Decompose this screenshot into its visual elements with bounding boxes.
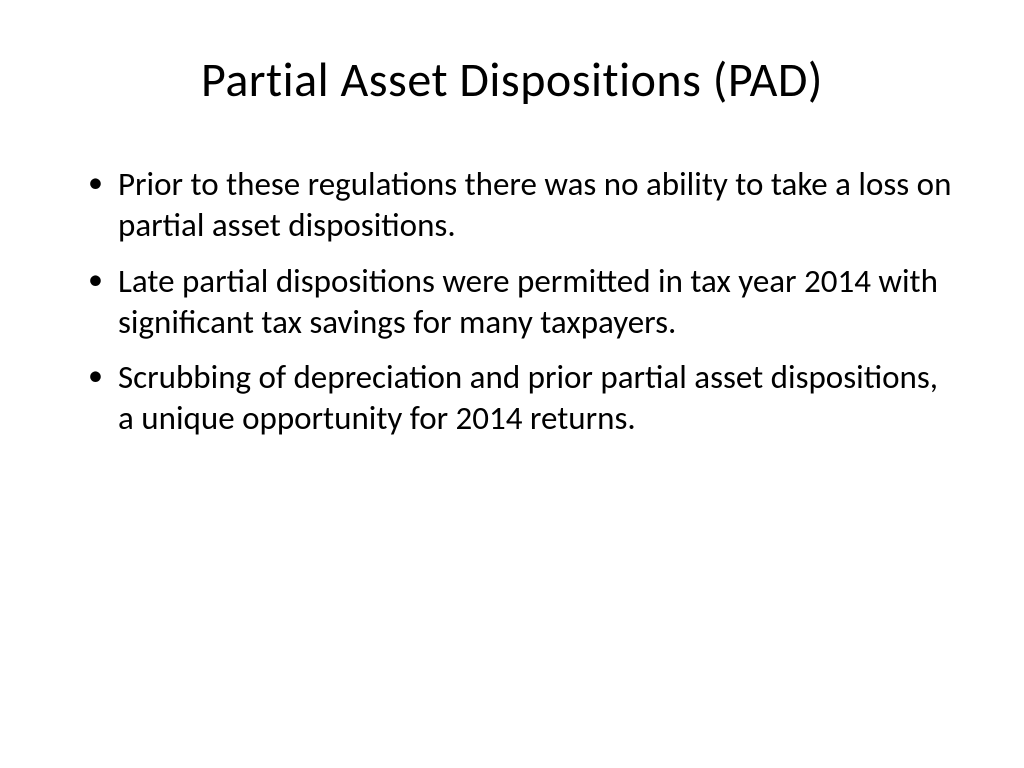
slide-content: Prior to these regulations there was no … <box>70 164 954 440</box>
slide-container: Partial Asset Dispositions (PAD) Prior t… <box>0 0 1024 768</box>
bullet-item: Prior to these regulations there was no … <box>80 164 954 247</box>
bullet-item: Scrubbing of depreciation and prior part… <box>80 357 954 440</box>
slide-title: Partial Asset Dispositions (PAD) <box>70 50 954 109</box>
bullet-list: Prior to these regulations there was no … <box>80 164 954 440</box>
bullet-item: Late partial dispositions were permitted… <box>80 261 954 344</box>
